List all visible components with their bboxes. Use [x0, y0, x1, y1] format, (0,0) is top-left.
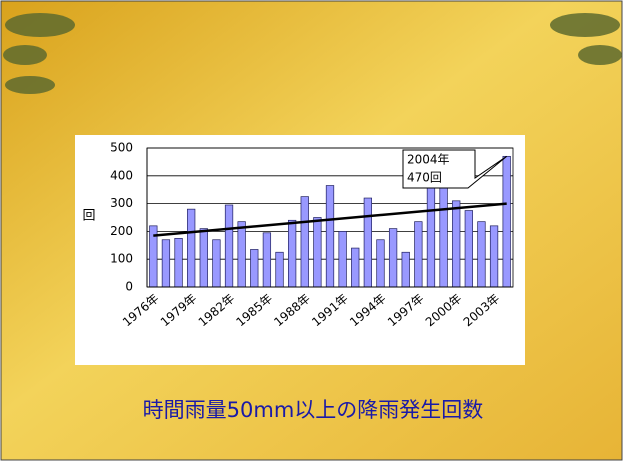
bar — [174, 238, 183, 288]
bar — [388, 228, 398, 288]
y-tick-label: 0 — [125, 280, 133, 294]
bar — [401, 251, 410, 288]
bar — [363, 197, 372, 288]
annotation-text: 470回 — [407, 171, 442, 185]
bar — [464, 210, 473, 288]
bar — [338, 231, 347, 288]
bar — [502, 155, 511, 288]
bar — [237, 221, 246, 288]
plot-border — [146, 147, 514, 288]
bar — [262, 232, 272, 288]
bar — [351, 247, 360, 288]
bar — [325, 185, 335, 288]
y-tick-label: 500 — [110, 141, 133, 155]
bar — [477, 221, 486, 288]
callout-box — [402, 149, 508, 189]
bar — [452, 200, 461, 288]
bar — [199, 228, 208, 288]
bar — [161, 239, 171, 288]
annotation-text: 2004年 — [407, 153, 450, 167]
y-tick-label: 300 — [110, 196, 133, 210]
bar — [288, 219, 297, 288]
y-axis-label: 回 — [82, 209, 95, 224]
bar — [187, 208, 196, 288]
y-tick-label: 100 — [110, 252, 133, 266]
trend-line — [153, 202, 507, 237]
bar — [313, 217, 322, 288]
bar — [414, 221, 423, 288]
bar — [250, 249, 259, 288]
bar — [275, 251, 284, 288]
y-tick-label: 200 — [110, 224, 133, 238]
bar — [376, 239, 385, 288]
bar — [224, 204, 234, 288]
bar — [212, 239, 221, 288]
bar — [439, 185, 448, 288]
y-tick-label: 400 — [110, 168, 133, 182]
bar — [300, 196, 309, 288]
bar — [489, 225, 499, 288]
chart-title: 時間雨量50mm以上の降雨発生回数 — [143, 398, 484, 422]
pine-decoration — [3, 13, 622, 94]
